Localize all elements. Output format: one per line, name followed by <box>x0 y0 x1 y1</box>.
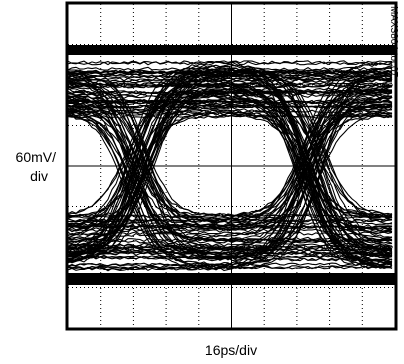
trace <box>67 96 393 254</box>
trace <box>67 114 393 272</box>
trace <box>67 77 393 227</box>
eye-traces <box>67 60 393 272</box>
trace <box>67 86 393 219</box>
x-axis-label: 16ps/div <box>205 342 257 358</box>
trace <box>67 78 393 83</box>
trace <box>67 103 393 217</box>
y-axis-label: 60mV/ <box>16 149 57 165</box>
trace <box>67 61 393 66</box>
trace <box>67 95 393 218</box>
trace <box>67 85 393 267</box>
trace <box>67 62 393 271</box>
trace <box>67 101 393 269</box>
trace <box>67 67 393 256</box>
trace <box>67 64 393 251</box>
bottom-rail <box>68 273 395 285</box>
trace <box>67 88 393 249</box>
trace <box>67 85 393 221</box>
trace <box>67 83 393 268</box>
trace <box>67 65 393 263</box>
trace <box>67 96 393 267</box>
trace <box>67 106 393 269</box>
trace <box>67 67 393 265</box>
trace <box>67 71 393 266</box>
trace <box>67 80 393 256</box>
figure-id: MAX3804 toc07 <box>388 6 399 78</box>
trace <box>67 95 393 234</box>
trace <box>67 74 393 79</box>
trace <box>67 104 393 109</box>
trace <box>67 104 393 262</box>
trace <box>67 90 393 229</box>
trace <box>67 60 393 249</box>
trace <box>67 94 393 262</box>
trace <box>67 104 393 257</box>
trace <box>67 94 392 218</box>
top-rail <box>68 45 395 55</box>
trace <box>67 72 393 259</box>
trace <box>67 91 393 96</box>
y-axis-label: div <box>30 168 48 184</box>
trace <box>67 81 393 244</box>
